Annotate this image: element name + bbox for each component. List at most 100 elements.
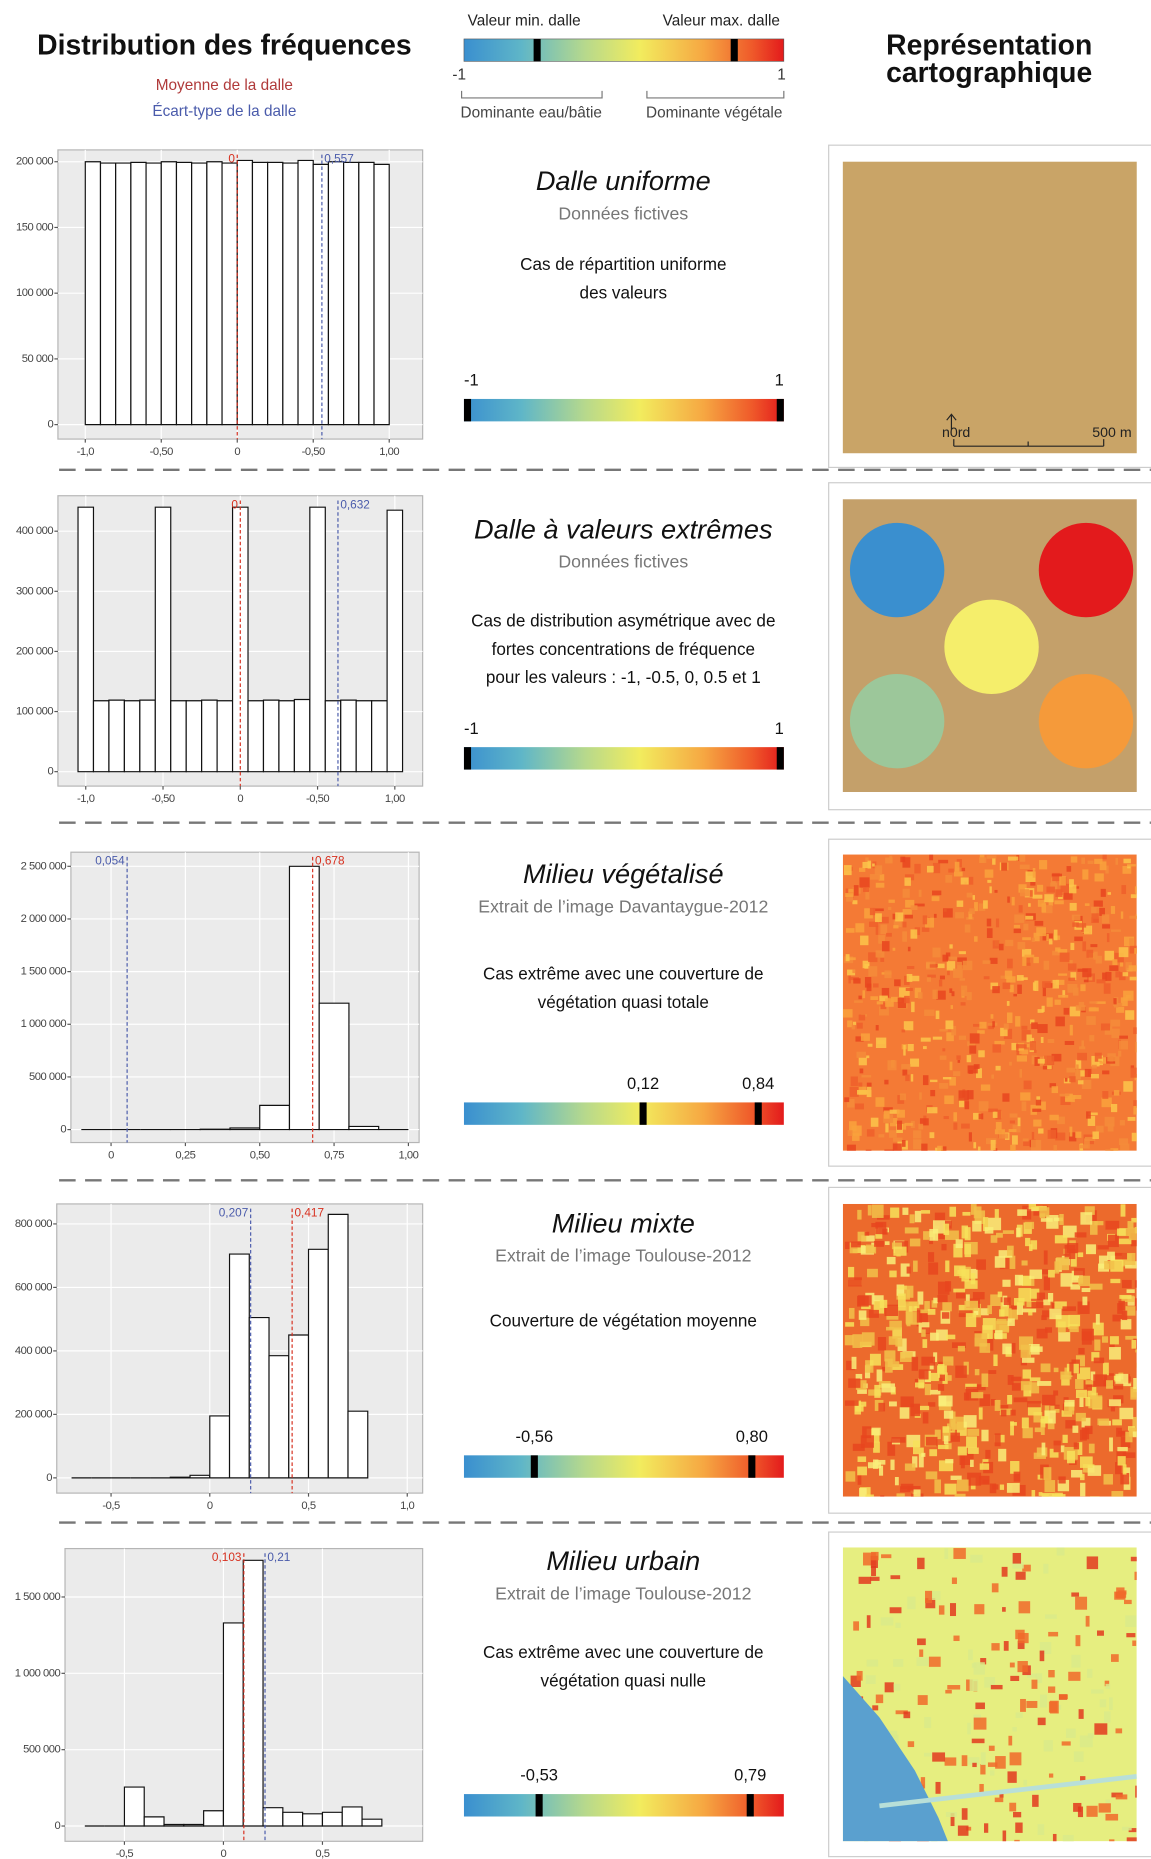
y-tick-label: 0	[46, 1472, 52, 1484]
map-texture	[945, 1689, 952, 1694]
panel-description: Cas extrême avec une couverture de	[483, 1643, 764, 1662]
map-texture	[958, 1090, 969, 1101]
map-texture	[854, 1103, 864, 1110]
map-texture	[1111, 1654, 1119, 1662]
map-texture	[856, 1022, 863, 1029]
y-tick-label: 100 000	[16, 287, 53, 299]
x-tick-label: 1,00	[398, 1149, 418, 1161]
map-texture	[1008, 1735, 1013, 1746]
map-texture	[902, 921, 907, 928]
map-texture	[980, 1752, 986, 1765]
gradient-bar	[463, 1455, 784, 1478]
map-texture	[1109, 1347, 1121, 1360]
map-texture	[999, 1404, 1009, 1412]
map-texture	[1130, 1388, 1137, 1398]
map-texture	[905, 899, 915, 908]
map-texture	[935, 1010, 940, 1020]
map-texture	[845, 893, 854, 897]
map-texture	[1054, 1404, 1060, 1409]
map-texture	[1075, 1059, 1082, 1069]
map-texture	[922, 915, 928, 925]
map-texture	[1033, 1411, 1043, 1423]
map-texture	[995, 1122, 1002, 1130]
map-texture	[1090, 1371, 1096, 1382]
map-texture	[1026, 1034, 1032, 1043]
map-texture	[921, 927, 930, 932]
map-texture	[1082, 1296, 1088, 1306]
map-texture	[1095, 1125, 1104, 1133]
map-texture	[1081, 1040, 1085, 1048]
map-texture	[867, 1462, 881, 1469]
map-texture	[1069, 1006, 1081, 1017]
map-texture	[949, 988, 953, 993]
map-texture	[862, 861, 871, 869]
map-texture	[980, 1084, 991, 1091]
map-texture	[1102, 972, 1107, 981]
map-texture	[960, 1455, 965, 1469]
map-texture	[1032, 1108, 1042, 1112]
map-texture	[929, 1363, 934, 1370]
map-texture	[955, 1365, 967, 1378]
map-texture	[921, 1356, 936, 1366]
bar	[340, 699, 357, 773]
map-texture	[867, 1205, 872, 1216]
map-texture	[1091, 1064, 1097, 1069]
map-texture	[1017, 1117, 1021, 1127]
map-texture	[965, 1383, 977, 1389]
map-texture	[1007, 1245, 1014, 1256]
map-texture	[851, 1125, 862, 1136]
map-texture	[937, 1364, 945, 1378]
map-texture	[939, 975, 945, 980]
map-texture	[966, 1055, 972, 1063]
map-texture	[897, 1305, 908, 1311]
bar	[302, 1813, 324, 1827]
map-texture	[907, 1043, 914, 1052]
map-texture	[1134, 1571, 1137, 1581]
map-texture	[1044, 894, 1054, 903]
map-texture	[1123, 1081, 1133, 1092]
map-texture	[1130, 894, 1137, 899]
map-texture	[1044, 1410, 1056, 1424]
bar	[203, 1810, 225, 1827]
map-texture	[858, 1576, 872, 1584]
map-texture	[1002, 1279, 1011, 1287]
map-texture	[1075, 1005, 1086, 1011]
map-texture	[921, 1329, 926, 1337]
panel-description: fortes concentrations de fréquence	[492, 640, 755, 659]
map-texture	[1122, 865, 1132, 874]
map-texture	[1019, 854, 1026, 862]
panel-title: Dalle uniforme	[536, 165, 711, 196]
map-texture	[862, 1426, 872, 1439]
map-texture	[1134, 948, 1137, 954]
map-texture	[1109, 965, 1119, 971]
map-texture	[1127, 864, 1131, 869]
map-texture	[951, 1422, 956, 1436]
map-texture	[1021, 1381, 1032, 1391]
map-texture	[918, 1453, 924, 1468]
map-texture	[1015, 1016, 1021, 1027]
map-texture	[1053, 929, 1058, 941]
range-label: 1	[775, 719, 784, 738]
map-texture	[966, 1436, 977, 1448]
map-texture	[1073, 1268, 1085, 1276]
map-texture	[979, 1343, 991, 1353]
map-texture	[870, 996, 879, 1000]
map-texture	[1014, 914, 1025, 923]
map-texture	[1127, 1116, 1136, 1121]
map-texture	[905, 987, 913, 991]
map-texture	[880, 1495, 885, 1497]
map-texture	[1135, 1041, 1137, 1053]
map-texture	[855, 1373, 863, 1380]
separators	[59, 468, 1151, 1524]
map-texture	[1037, 1474, 1043, 1480]
map-texture	[1037, 884, 1044, 892]
x-tick-label: 0	[221, 1848, 227, 1859]
map-texture	[866, 1086, 872, 1098]
map-texture	[960, 1002, 966, 1006]
panel-subtitle: Extrait de l’image Davantaygue-2012	[478, 896, 768, 916]
map-texture	[878, 935, 885, 944]
map-texture	[925, 1598, 936, 1609]
map-texture	[1056, 1257, 1070, 1271]
map-texture	[994, 889, 998, 893]
map-texture	[1073, 1095, 1082, 1100]
